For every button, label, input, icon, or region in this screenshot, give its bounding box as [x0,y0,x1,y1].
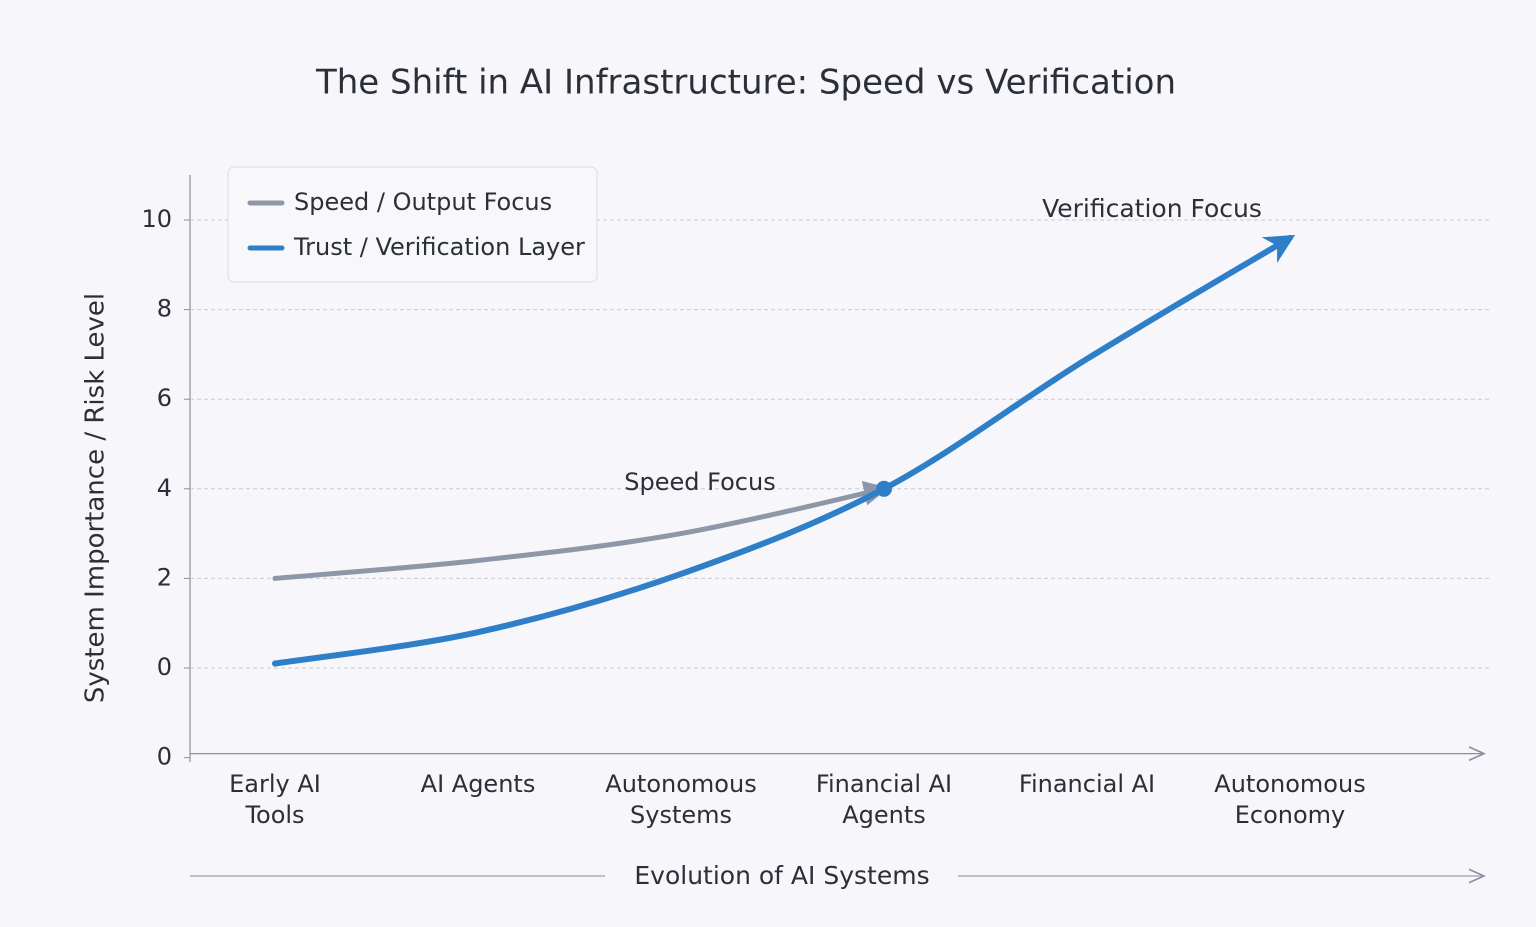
y-tick-label: 2 [157,563,172,591]
y-tick-label: 8 [157,295,172,323]
x-tick-label: Autonomous Systems [605,770,756,829]
legend-box [227,166,598,283]
x-tick-label: Financial AI [1019,770,1155,798]
series-line [272,480,889,581]
legend: Speed / Output Focus Trust / Verification… [247,188,585,261]
annotation: Speed Focus [624,468,775,496]
plot: 0 0 2 4 6 8 10 Early AI Tools AI Agents Autonomous… [141,194,1492,829]
y-axis-label: System Importance / Risk Level [81,293,111,703]
series-line [272,234,1296,667]
intersection-point [876,480,892,497]
y-tick-label: 0 [157,743,172,771]
legend-label: Speed / Output Focus [294,188,552,216]
x-tick-label: Autonomous Economy [1214,770,1365,829]
chart-title: The Shift in AI Infrastructure: Speed vs… [315,63,1176,103]
y-tick-label: 0 [157,653,172,681]
y-tick-label: 6 [157,384,172,412]
x-tick-label: AI Agents [421,770,536,798]
x-tick-label: Financial AI Agents [816,770,952,829]
x-tick-label: Early AI Tools [229,770,321,829]
y-tick-label: 10 [141,205,172,233]
legend-label: Trust / Verification Layer [293,233,585,261]
y-tick-label: 4 [157,474,172,502]
x-axis-label: Evolution of AI Systems [634,861,929,890]
annotation: Verification Focus [1042,194,1262,223]
